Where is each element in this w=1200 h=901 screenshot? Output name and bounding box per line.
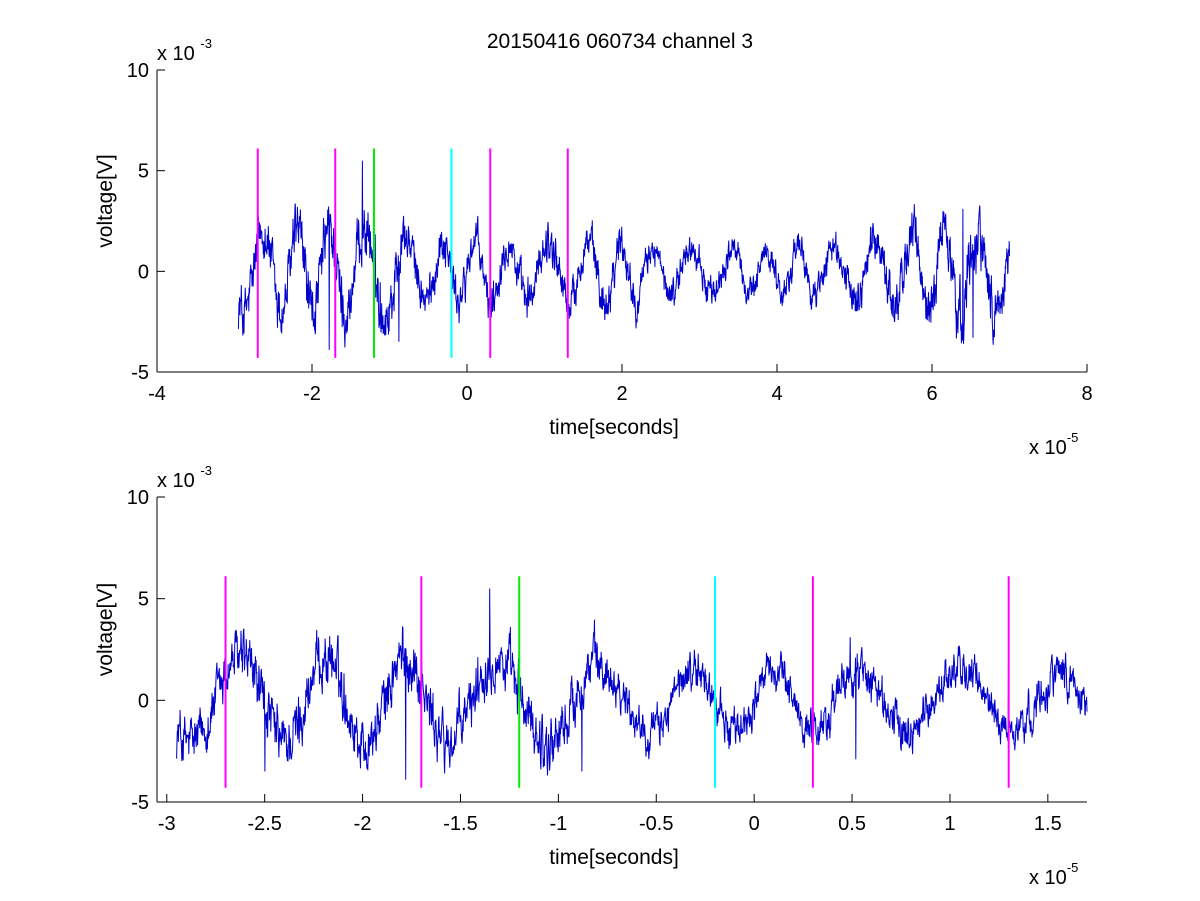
x-tick-label: 6 xyxy=(926,383,937,405)
y-axis-label: voltage[V] xyxy=(94,583,117,676)
x-tick-label: -2.5 xyxy=(247,813,281,835)
y-tick-label: 5 xyxy=(138,589,149,611)
y-multiplier: x 10 -3 xyxy=(157,36,212,65)
top-axes: -5 0 5 10 -4 -2 0 2 4 6 8 time[seconds] voltage[V] x … xyxy=(94,36,1093,459)
x-axis-label: time[seconds] xyxy=(549,416,679,439)
y-tick-label: 0 xyxy=(138,261,149,283)
bottom-axes: -5 0 5 10 -3 -2.5 -2 -1.5 -1 -0.5 0 0.5 1 1.5 time[sec… xyxy=(94,463,1088,889)
y-tick-label: 0 xyxy=(138,690,149,712)
y-tick-label: 10 xyxy=(127,487,149,509)
x-exponent: -5 xyxy=(1067,430,1079,445)
x-tick-label: -2 xyxy=(303,383,321,405)
figure-title: 20150416 060734 channel 3 xyxy=(487,30,753,53)
x-tick-label: 2 xyxy=(616,383,627,405)
x-multiplier: x 10-5 xyxy=(1029,430,1078,459)
x-tick-label: 0 xyxy=(749,813,760,835)
y-tick-label: -5 xyxy=(131,362,149,384)
x-tick-label: 0 xyxy=(461,383,472,405)
y-tick-label: 5 xyxy=(138,161,149,183)
y-tick-label: -5 xyxy=(131,792,149,814)
signal-line xyxy=(237,160,1010,350)
x-tick-label: 4 xyxy=(771,383,782,405)
x-tick-label: -0.5 xyxy=(639,813,673,835)
y-multiplier: x 10 -3 xyxy=(157,463,212,492)
y-exponent: -3 xyxy=(200,463,212,478)
y-axis-label: voltage[V] xyxy=(94,154,117,247)
x-exponent: -5 xyxy=(1067,860,1079,875)
x-tick-label: -1.5 xyxy=(443,813,477,835)
x-tick-label: -2 xyxy=(354,813,372,835)
x-tick-label: 1 xyxy=(944,813,955,835)
x-tick-label: 1.5 xyxy=(1034,813,1062,835)
x-multiplier: x 10-5 xyxy=(1029,860,1078,889)
x-tick-label: -1 xyxy=(549,813,567,835)
x-tick-label: -3 xyxy=(158,813,176,835)
x-tick-label: 0.5 xyxy=(838,813,866,835)
y-exponent: -3 xyxy=(200,36,212,51)
x-axis-label: time[seconds] xyxy=(549,846,679,869)
x-tick-label: -4 xyxy=(148,383,166,405)
x-tick-label: 8 xyxy=(1081,383,1092,405)
y-tick-label: 10 xyxy=(127,60,149,82)
signal-line xyxy=(176,588,1088,780)
